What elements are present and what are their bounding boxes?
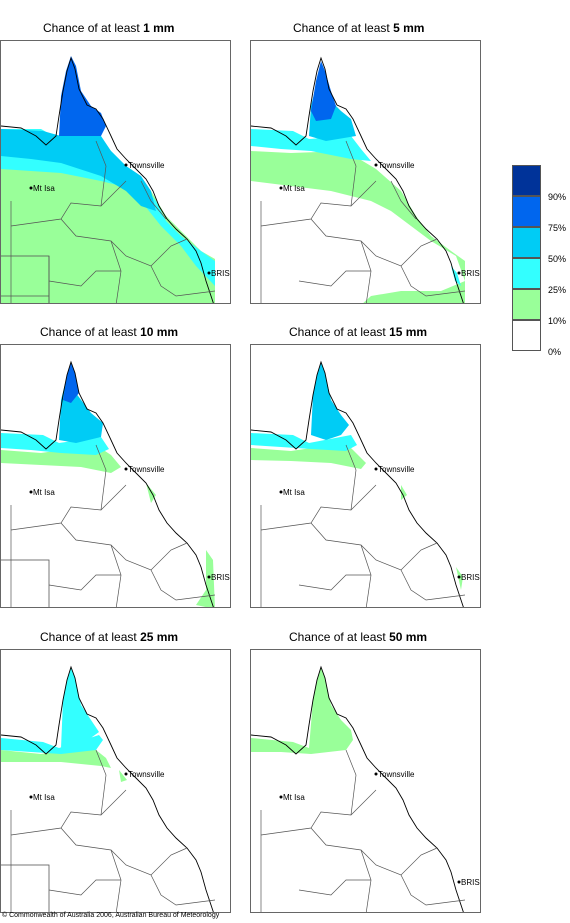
legend-label-0: 0%	[548, 347, 562, 357]
mt-isa-label: Mt Isa	[283, 793, 305, 802]
townsville-label: Townsville	[378, 161, 415, 170]
rain-fill-25	[251, 151, 465, 303]
panel-title-50mm: Chance of at least 50 mm	[289, 630, 428, 644]
map-50mm: Townsville Mt Isa BRIS	[251, 665, 480, 912]
panel-title-1mm: Chance of at least 1 mm	[43, 21, 175, 35]
rain-fill-50	[251, 129, 461, 286]
brisbane-marker	[207, 271, 211, 275]
rain-fill-50	[1, 433, 109, 455]
mt-isa-label: Mt Isa	[283, 184, 305, 193]
region-boundaries	[10, 444, 216, 607]
map-panel-1mm: Townsville Mt Isa BRIS	[0, 40, 231, 304]
townsville-marker	[374, 772, 378, 776]
legend-swatch-75	[512, 196, 541, 227]
legend-label-10: 10%	[548, 316, 567, 326]
legend-swatch-0	[512, 320, 541, 351]
map-panel-25mm: Townsville Mt Isa	[0, 649, 231, 913]
townsville-marker	[124, 467, 128, 471]
mt-isa-label: Mt Isa	[33, 184, 55, 193]
region-boundaries	[10, 749, 216, 912]
townsville-label: Townsville	[128, 770, 165, 779]
map-panel-5mm: Townsville Mt Isa BRIS	[250, 40, 481, 304]
rain-fill-75	[311, 363, 349, 440]
legend-label-90: 90%	[548, 192, 567, 202]
coastline	[1, 360, 214, 607]
copyright-notice: © Commonwealth of Australia 2006, Austra…	[2, 912, 220, 919]
legend-swatch-25	[512, 258, 541, 289]
region-boundaries	[1, 140, 216, 303]
townsville-label: Townsville	[378, 465, 415, 474]
map-5mm: Townsville Mt Isa BRIS	[251, 56, 480, 303]
region-boundaries	[260, 140, 466, 303]
panel-title-15mm: Chance of at least 15 mm	[289, 325, 428, 339]
rain-fill-25	[251, 443, 463, 590]
coastline	[251, 665, 464, 912]
legend-label-25: 25%	[548, 285, 567, 295]
mt-isa-marker	[279, 795, 283, 799]
rain-fill-50	[1, 668, 103, 754]
rain-fill-50	[1, 129, 215, 286]
rain-fill-75	[1, 129, 156, 211]
townsville-marker	[124, 772, 128, 776]
legend-swatch-90	[512, 165, 541, 196]
map-15mm: Townsville Mt Isa BRIS	[251, 360, 480, 607]
townsville-label: Townsville	[378, 770, 415, 779]
mt-isa-marker	[279, 490, 283, 494]
brisbane-label: BRIS	[211, 269, 230, 278]
rain-fill-90	[311, 61, 336, 121]
mt-isa-marker	[29, 795, 33, 799]
brisbane-marker	[457, 575, 461, 579]
brisbane-label: BRIS	[211, 573, 230, 582]
rain-fill-25	[1, 159, 215, 303]
townsville-marker	[374, 467, 378, 471]
map-10mm: Townsville Mt Isa BRIS	[1, 360, 230, 607]
mt-isa-marker	[29, 186, 33, 190]
coastline	[251, 360, 464, 607]
region-boundaries	[260, 749, 466, 912]
brisbane-label: BRIS	[461, 878, 480, 887]
townsville-label: Townsville	[128, 465, 165, 474]
mt-isa-marker	[29, 490, 33, 494]
brisbane-marker	[207, 575, 211, 579]
region-boundaries	[260, 444, 466, 607]
inset-box	[1, 864, 50, 912]
legend-swatch-50	[512, 227, 541, 258]
legend-swatch-10	[512, 289, 541, 320]
rain-fill-25	[251, 668, 353, 754]
mt-isa-marker	[279, 186, 283, 190]
map-panel-10mm: Townsville Mt Isa BRIS	[0, 344, 231, 608]
brisbane-label: BRIS	[461, 573, 480, 582]
legend-label-50: 50%	[548, 254, 567, 264]
map-1mm: Townsville Mt Isa BRIS	[1, 56, 230, 303]
coastline	[1, 665, 214, 912]
map-panel-50mm: Townsville Mt Isa BRIS	[250, 649, 481, 913]
legend-label-75: 75%	[548, 223, 567, 233]
brisbane-label: BRIS	[461, 269, 480, 278]
rain-fill-25	[1, 445, 215, 607]
map-panel-15mm: Townsville Mt Isa BRIS	[250, 344, 481, 608]
mt-isa-label: Mt Isa	[33, 793, 55, 802]
mt-isa-label: Mt Isa	[283, 488, 305, 497]
inset-box	[1, 559, 50, 607]
townsville-label: Townsville	[128, 161, 165, 170]
coastline	[251, 56, 464, 303]
panel-title-5mm: Chance of at least 5 mm	[293, 21, 425, 35]
rain-fill-25	[1, 746, 127, 782]
brisbane-marker	[457, 271, 461, 275]
map-25mm: Townsville Mt Isa	[1, 665, 216, 912]
panel-title-25mm: Chance of at least 25 mm	[40, 630, 179, 644]
coastline	[1, 56, 214, 303]
townsville-marker	[124, 163, 128, 167]
panel-title-10mm: Chance of at least 10 mm	[40, 325, 179, 339]
inset-box	[1, 255, 50, 303]
mt-isa-label: Mt Isa	[33, 488, 55, 497]
townsville-marker	[374, 163, 378, 167]
brisbane-marker	[457, 880, 461, 884]
